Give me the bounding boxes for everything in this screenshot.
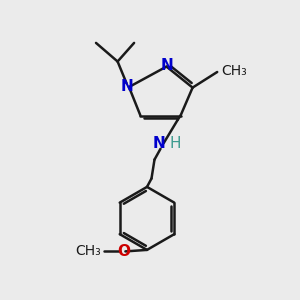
Text: CH₃: CH₃	[75, 244, 101, 258]
Text: CH₃: CH₃	[221, 64, 247, 77]
Text: N: N	[120, 79, 133, 94]
Text: O: O	[118, 244, 131, 259]
Text: N: N	[153, 136, 165, 151]
Text: N: N	[161, 58, 173, 73]
Text: H: H	[169, 136, 181, 151]
